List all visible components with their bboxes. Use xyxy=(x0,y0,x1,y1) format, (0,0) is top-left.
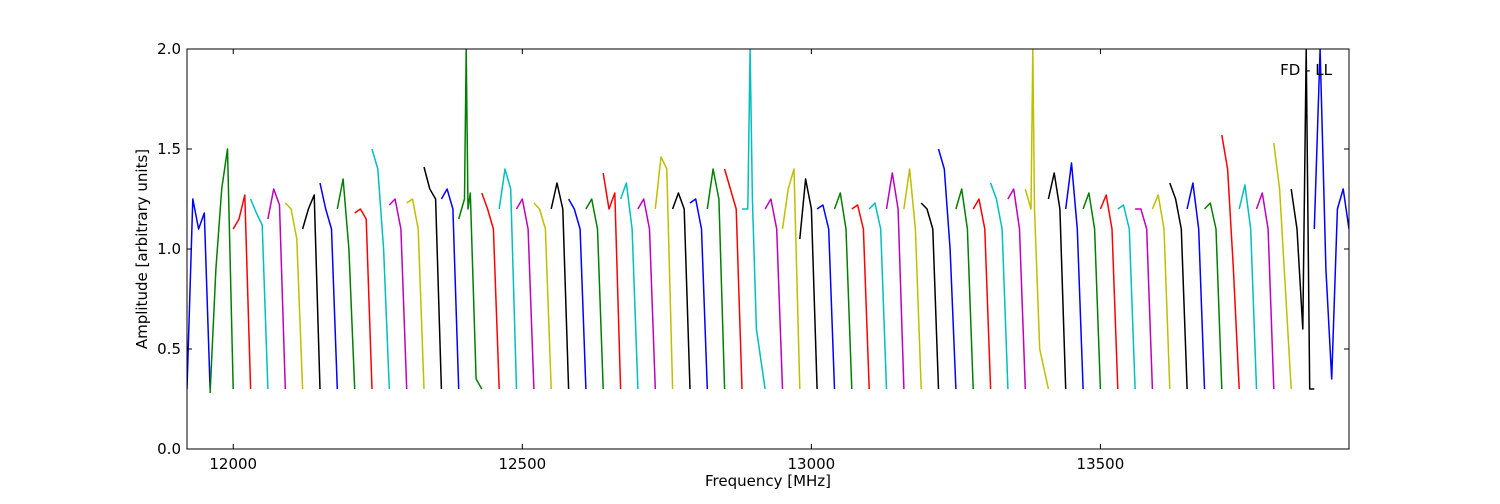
series-line-56 xyxy=(1169,182,1188,390)
series-line-32 xyxy=(742,49,766,390)
series-line-38 xyxy=(851,204,870,390)
series-line-25 xyxy=(619,182,639,390)
series-line-8 xyxy=(319,182,339,390)
x-axis-label: Frequency [MHz] xyxy=(705,472,831,490)
series-line-35 xyxy=(799,178,818,390)
series-line-57 xyxy=(1186,182,1206,390)
series-line-4 xyxy=(249,198,269,390)
series-line-54 xyxy=(1135,208,1154,390)
series-line-34 xyxy=(781,168,801,390)
series-line-33 xyxy=(764,198,784,390)
series-line-53 xyxy=(1117,204,1136,390)
y-tick-label: 0.0 xyxy=(157,440,181,458)
series-line-26 xyxy=(637,198,657,390)
series-line-37 xyxy=(833,192,853,390)
x-tick-label: 13500 xyxy=(1077,455,1125,473)
series-line-59 xyxy=(1221,134,1240,390)
x-tick-label: 12500 xyxy=(498,455,546,473)
series-line-5 xyxy=(267,188,287,390)
series-line-20 xyxy=(533,202,552,390)
series-layer xyxy=(187,49,1349,394)
series-line-2 xyxy=(209,148,234,394)
x-axis-ticks: 12000 12500 13000 13500 xyxy=(209,49,1124,473)
series-line-30 xyxy=(706,168,726,390)
series-line-17 xyxy=(481,192,500,390)
series-line-61 xyxy=(1255,192,1275,390)
x-tick-label: 12000 xyxy=(209,455,257,473)
series-line-48 xyxy=(1024,49,1050,390)
series-line-1 xyxy=(187,198,211,390)
series-line-36 xyxy=(816,204,836,390)
series-line-22 xyxy=(567,198,587,390)
series-line-3 xyxy=(232,194,252,390)
series-line-41 xyxy=(903,168,922,390)
x-tick-label: 13000 xyxy=(787,455,835,473)
series-line-6 xyxy=(284,202,304,390)
series-line-62 xyxy=(1273,142,1292,390)
series-line-9 xyxy=(336,178,356,390)
y-axis-ticks: 0.0 0.5 1.0 1.5 2.0 xyxy=(157,40,1349,458)
series-line-39 xyxy=(868,202,888,390)
series-line-13 xyxy=(406,198,425,390)
series-line-31 xyxy=(723,168,743,390)
series-line-58 xyxy=(1203,202,1223,390)
panel-annotation: FD - LL xyxy=(1280,61,1332,79)
series-line-51 xyxy=(1082,192,1102,390)
series-line-47 xyxy=(1007,188,1027,390)
series-line-49 xyxy=(1047,172,1067,390)
series-line-23 xyxy=(585,198,604,390)
series-line-40 xyxy=(885,172,905,390)
series-line-19 xyxy=(515,198,535,390)
series-line-28 xyxy=(671,192,691,390)
series-line-52 xyxy=(1099,194,1119,390)
series-line-63 xyxy=(1290,49,1315,390)
y-tick-label: 1.5 xyxy=(157,140,181,158)
series-line-18 xyxy=(498,168,518,390)
series-line-64 xyxy=(1313,49,1349,380)
series-line-12 xyxy=(388,198,408,390)
series-line-27 xyxy=(654,156,674,390)
series-line-16 xyxy=(457,49,483,390)
series-line-21 xyxy=(550,182,570,390)
series-line-7 xyxy=(301,194,321,390)
series-line-10 xyxy=(354,208,373,390)
series-line-55 xyxy=(1151,194,1171,390)
y-tick-label: 2.0 xyxy=(157,40,181,58)
series-line-14 xyxy=(423,166,443,390)
series-line-24 xyxy=(602,172,622,390)
series-line-29 xyxy=(689,198,709,390)
series-line-43 xyxy=(937,148,957,390)
y-tick-label: 0.5 xyxy=(157,340,181,358)
series-line-46 xyxy=(989,182,1009,390)
y-tick-label: 1.0 xyxy=(157,240,181,258)
series-line-44 xyxy=(955,188,974,390)
series-line-60 xyxy=(1238,184,1258,390)
series-line-15 xyxy=(440,188,460,390)
series-line-45 xyxy=(972,198,992,390)
series-line-42 xyxy=(920,202,940,390)
series-line-11 xyxy=(371,148,391,390)
series-line-50 xyxy=(1064,162,1084,390)
y-axis-label: Amplitude [arbitrary units] xyxy=(133,149,151,349)
